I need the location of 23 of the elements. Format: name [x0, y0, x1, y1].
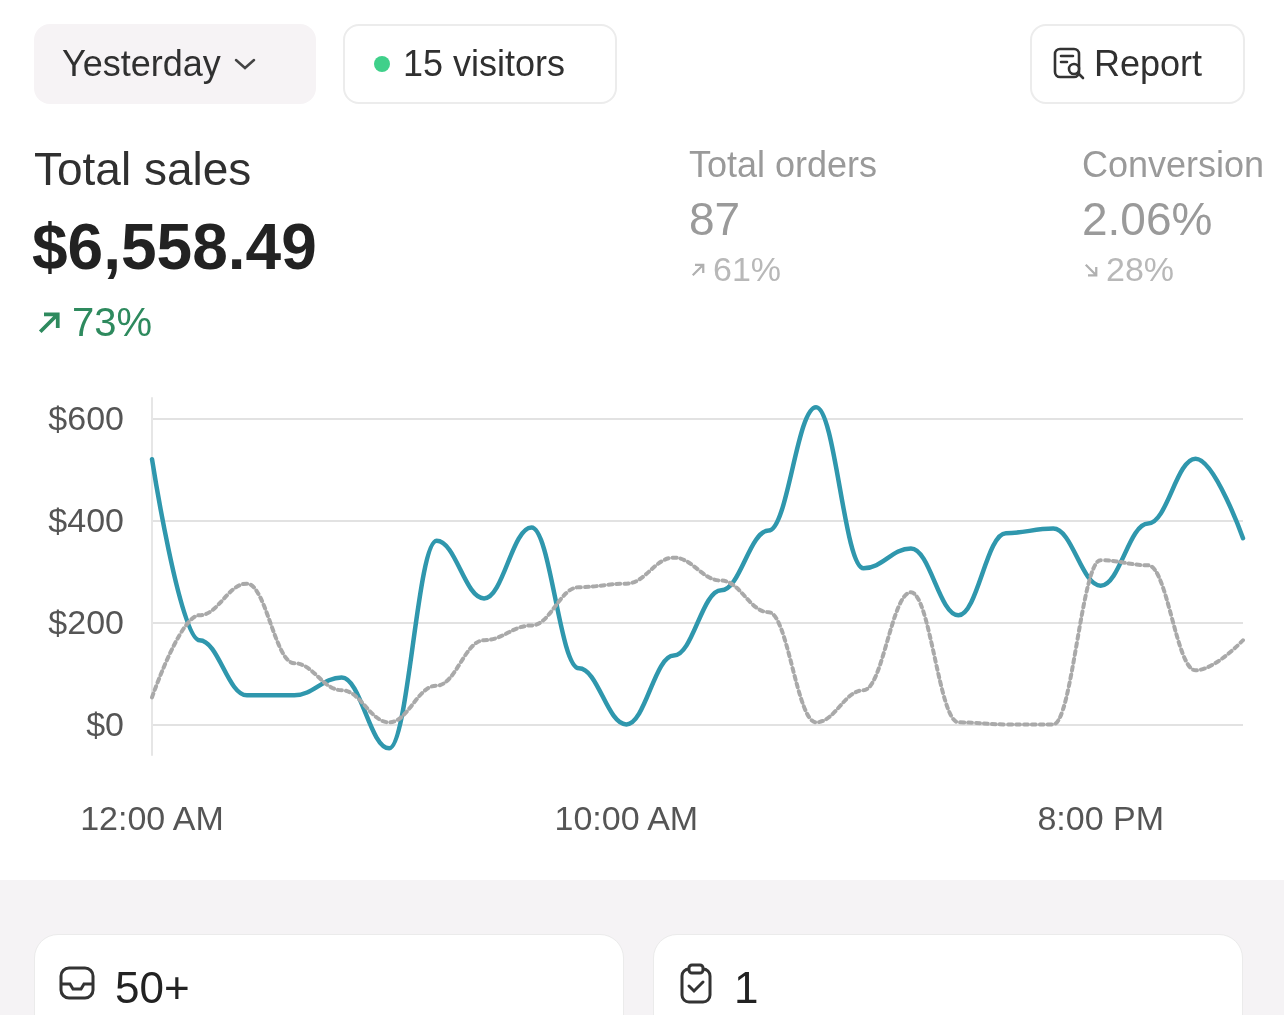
y-tick-label: $600 — [48, 399, 124, 438]
text: 50+ — [115, 963, 190, 1013]
text: 15 visitors — [403, 43, 566, 85]
x-tick-label: 12:00 AM — [80, 799, 224, 837]
chart-subtitle: $6,558.49 — [32, 210, 317, 284]
y-tick-label: $400 — [48, 501, 124, 540]
text: Yesterday — [62, 43, 221, 85]
text: Report — [1094, 43, 1203, 85]
y-tick-label: $200 — [48, 603, 124, 642]
chart-title: Total sales — [34, 142, 252, 196]
text: 61% — [713, 250, 782, 289]
text: Total orders — [689, 144, 878, 186]
text: 87 — [689, 192, 741, 246]
y-tick-label: $0 — [86, 705, 124, 744]
text: Conversion — [1082, 144, 1265, 186]
text: 28% — [1106, 250, 1175, 289]
x-tick-label: 8:00 PM — [1037, 799, 1165, 837]
text: 2.06% — [1082, 192, 1213, 246]
text: 1 — [734, 963, 759, 1013]
line-series — [149, 404, 1246, 751]
line-series — [150, 555, 1245, 727]
x-tick-label: 10:00 AM — [554, 799, 699, 837]
text: 73% — [72, 300, 153, 345]
